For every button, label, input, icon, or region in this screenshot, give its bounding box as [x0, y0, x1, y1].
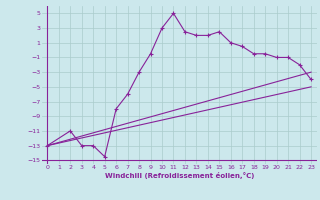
X-axis label: Windchill (Refroidissement éolien,°C): Windchill (Refroidissement éolien,°C) [105, 172, 254, 179]
